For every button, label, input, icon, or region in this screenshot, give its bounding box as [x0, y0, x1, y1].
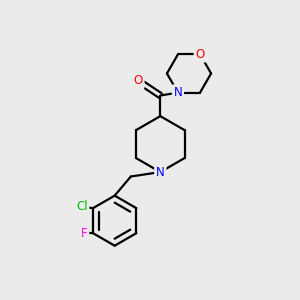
- Text: F: F: [81, 227, 88, 240]
- Text: N: N: [156, 166, 165, 178]
- Text: Cl: Cl: [76, 200, 88, 213]
- Text: O: O: [134, 74, 143, 87]
- Text: N: N: [174, 86, 182, 99]
- Text: O: O: [195, 48, 205, 61]
